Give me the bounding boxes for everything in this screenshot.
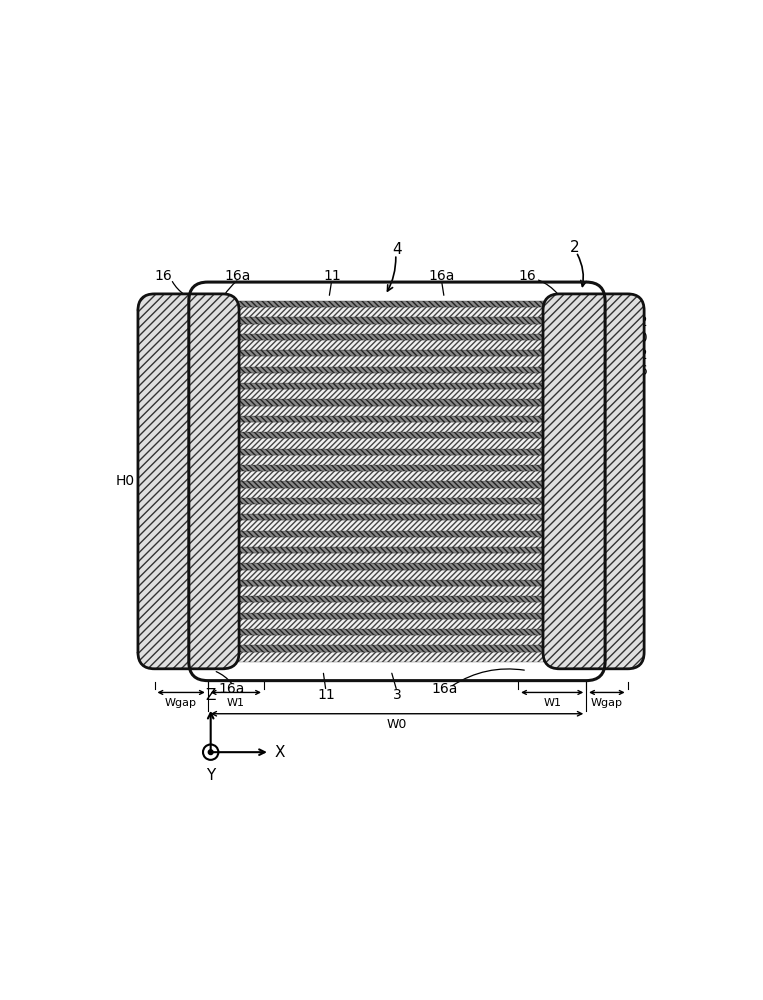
Text: td: td <box>622 462 634 475</box>
Text: X: X <box>275 745 285 760</box>
Text: 16a: 16a <box>218 682 245 696</box>
Polygon shape <box>208 520 586 531</box>
Text: 16: 16 <box>518 269 536 283</box>
Polygon shape <box>208 432 586 438</box>
Text: Wgap: Wgap <box>165 698 197 708</box>
Polygon shape <box>208 537 586 547</box>
Polygon shape <box>208 399 586 406</box>
Polygon shape <box>208 514 586 520</box>
Polygon shape <box>208 635 586 645</box>
Polygon shape <box>208 317 586 324</box>
Text: H0: H0 <box>115 474 134 488</box>
Polygon shape <box>208 613 586 619</box>
Polygon shape <box>208 383 586 389</box>
Polygon shape <box>208 307 586 317</box>
Polygon shape <box>208 334 586 340</box>
Polygon shape <box>208 645 586 652</box>
Polygon shape <box>208 416 586 422</box>
Text: 11: 11 <box>317 688 335 702</box>
Polygon shape <box>208 471 586 481</box>
Text: W1: W1 <box>227 698 245 708</box>
Text: 11: 11 <box>323 269 341 283</box>
Polygon shape <box>208 373 586 383</box>
Text: 4: 4 <box>392 242 402 257</box>
Polygon shape <box>208 356 586 367</box>
Polygon shape <box>208 586 586 596</box>
Polygon shape <box>208 531 586 537</box>
Text: Wgap: Wgap <box>591 698 623 708</box>
Polygon shape <box>208 406 586 416</box>
Polygon shape <box>208 547 586 553</box>
Polygon shape <box>208 481 586 488</box>
Circle shape <box>208 750 213 755</box>
Polygon shape <box>208 350 586 356</box>
Polygon shape <box>208 422 586 432</box>
Text: W0: W0 <box>387 718 407 731</box>
Text: 3: 3 <box>393 688 401 702</box>
Text: 13: 13 <box>163 474 181 488</box>
Text: 16: 16 <box>154 269 172 283</box>
Polygon shape <box>208 504 586 514</box>
FancyBboxPatch shape <box>543 294 644 669</box>
Text: Z: Z <box>205 688 216 703</box>
Text: 12: 12 <box>630 315 648 329</box>
Polygon shape <box>208 465 586 471</box>
Text: 16a: 16a <box>431 682 458 696</box>
Polygon shape <box>208 570 586 580</box>
Polygon shape <box>208 629 586 635</box>
Polygon shape <box>208 619 586 629</box>
Polygon shape <box>208 652 586 662</box>
Text: W1: W1 <box>543 698 561 708</box>
Polygon shape <box>208 438 586 449</box>
Polygon shape <box>208 596 586 602</box>
Polygon shape <box>208 563 586 570</box>
Text: te: te <box>622 470 633 483</box>
Text: 16a: 16a <box>224 269 250 283</box>
FancyBboxPatch shape <box>188 282 605 681</box>
Text: 16: 16 <box>630 364 649 378</box>
Text: Y: Y <box>206 768 215 783</box>
Polygon shape <box>208 389 586 399</box>
Polygon shape <box>208 340 586 350</box>
Polygon shape <box>208 324 586 334</box>
Text: 2: 2 <box>569 240 579 255</box>
Polygon shape <box>208 367 586 373</box>
Text: 10: 10 <box>630 331 648 345</box>
Text: 12: 12 <box>630 348 648 362</box>
Polygon shape <box>208 301 586 307</box>
FancyBboxPatch shape <box>138 294 239 669</box>
Polygon shape <box>208 553 586 563</box>
Polygon shape <box>208 455 586 465</box>
Polygon shape <box>208 602 586 613</box>
Polygon shape <box>208 449 586 455</box>
Text: 16a: 16a <box>428 269 455 283</box>
Polygon shape <box>208 580 586 586</box>
Polygon shape <box>208 488 586 498</box>
Polygon shape <box>208 498 586 504</box>
